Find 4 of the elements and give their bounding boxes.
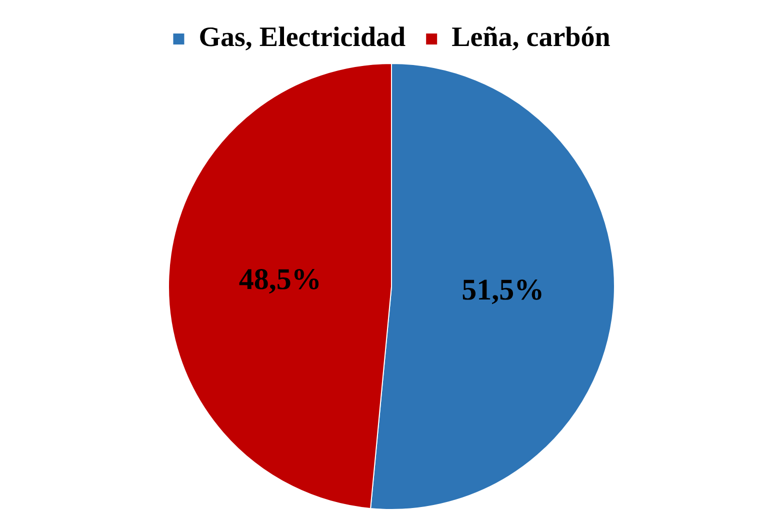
data-label: 51,5%: [462, 274, 544, 306]
data-label: 48,5%: [238, 263, 322, 296]
legend-label: Leña, carbón: [452, 22, 611, 54]
legend-label: Gas, Electricidad: [198, 22, 406, 54]
